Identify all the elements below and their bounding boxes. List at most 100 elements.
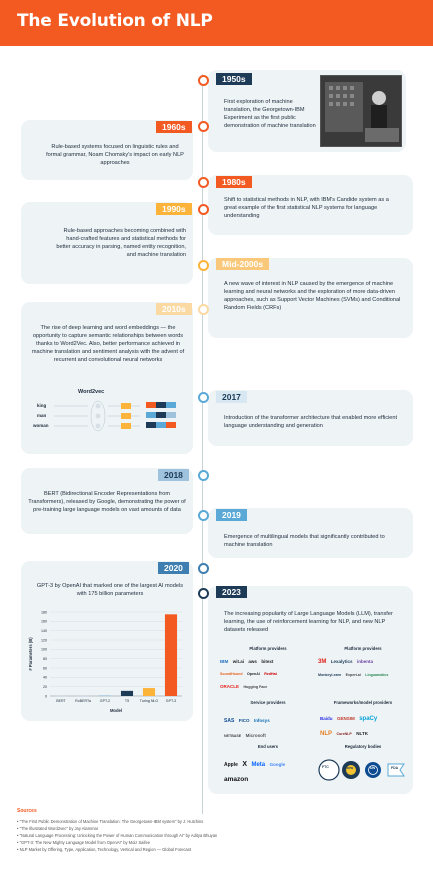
sources-list: • "The First Public Demonstration of Mac… xyxy=(17,818,417,853)
label-2020: 2020 xyxy=(158,562,189,574)
x-tick-label: BERT xyxy=(56,699,66,703)
timeline-dot-1990s xyxy=(198,204,209,215)
group-platform-providers2-title: Platform providers xyxy=(344,646,382,651)
logo-apple: Apple xyxy=(224,762,238,768)
page-title: The Evolution of NLP xyxy=(17,11,213,31)
text-2023: The increasing popularity of Large Langu… xyxy=(224,611,393,633)
bar xyxy=(164,614,178,696)
text-1960s: Rule-based systems focused on linguistic… xyxy=(46,144,184,166)
logo-infosys: Infosys xyxy=(253,718,270,723)
logo-baidu: Baidu xyxy=(320,716,333,721)
source-item: • "The Illustrated Word2vec" by Jay Alam… xyxy=(17,826,99,831)
y-tick-label: 40 xyxy=(43,676,47,680)
logo-openai: OpenAI xyxy=(247,672,260,676)
text-1980s: Shift to statistical methods in NLP, wit… xyxy=(224,197,389,219)
group-platform-providers: IBM wit.ai aws bitext SoundHound OpenAI … xyxy=(220,654,316,692)
logo-fda: FDA xyxy=(391,766,399,770)
text-1990s: Rule-based approaches becoming combined … xyxy=(56,228,186,258)
source-item: • "Natural Language Processing: Unlockin… xyxy=(17,833,218,838)
bar xyxy=(142,688,156,696)
timeline-dot-mid-2000s xyxy=(198,260,209,271)
logo-hugging-face: Hugging Face xyxy=(243,685,268,689)
sources-heading: Sources xyxy=(17,808,37,814)
source-item: • "The First Public Demonstration of Mac… xyxy=(17,819,204,824)
timeline-dot-2010s xyxy=(198,304,209,315)
logo-amazon: amazon xyxy=(224,776,249,783)
logo-3m: 3M xyxy=(318,659,327,665)
group-regulatory xyxy=(318,758,410,782)
timeline-dot-1980s xyxy=(198,177,209,188)
logo-wit-ai: wit.ai xyxy=(232,659,244,664)
group-end-users: Apple X Meta Google amazon xyxy=(224,756,316,786)
timeline-dot-2019 xyxy=(198,510,209,521)
group-regulatory-title: Regulatory bodies xyxy=(344,744,382,749)
parameters-bar-chart: 0 20 40 60 80 100 120 140 160 180 BERT RoBERTa GPT-2… xyxy=(28,610,182,713)
timeline-dot-1950s xyxy=(198,75,209,86)
logo-aws: aws xyxy=(248,659,257,664)
x-tick-label: GPT-2 xyxy=(100,699,110,703)
y-tick-label: 20 xyxy=(43,685,47,689)
y-tick-label: 100 xyxy=(41,648,47,652)
timeline-dot-2020 xyxy=(198,563,209,574)
group-frameworks: Baidu GENSIM spaCy NLP CoreNLP NLTK xyxy=(320,710,410,740)
group-platform-providers-title: Platform providers xyxy=(249,646,287,651)
logo-edpb: EDPB xyxy=(345,766,354,770)
logo-redhat: RedHat xyxy=(264,672,277,676)
y-tick-label: 120 xyxy=(41,638,47,642)
card-2020 xyxy=(21,561,193,721)
label-1950s: 1950s xyxy=(216,73,252,85)
text-1950s: First exploration of machine translation… xyxy=(224,99,316,129)
label-2019: 2019 xyxy=(216,509,247,521)
y-tick-label: 180 xyxy=(41,610,47,614)
source-item: • "GPT-3: The New Mighty Language Model … xyxy=(17,840,151,845)
logo-un: UN xyxy=(370,766,376,770)
text-2020: GPT-3 by OpenAI that marked one of the l… xyxy=(36,583,184,597)
title-bar xyxy=(0,0,433,46)
logo-inbenta: inbenta xyxy=(357,659,374,664)
word2vec-word-king: king xyxy=(37,403,47,408)
text-2018: BERT (Bidirectional Encoder Representati… xyxy=(28,491,186,513)
logo-sas: SAS xyxy=(224,718,235,724)
x-tick-label: T5 xyxy=(125,699,129,703)
card-mid-2000s xyxy=(208,258,413,338)
timeline-dot-1960s xyxy=(198,121,209,132)
logo-netbase: NETBASE xyxy=(224,734,242,738)
logo-lexalytics: Lexalytics xyxy=(330,659,353,664)
logo-bitext: bitext xyxy=(261,659,274,664)
logo-ftc: FTC xyxy=(322,765,329,769)
logo-gensim: GENSIM xyxy=(336,716,355,721)
word2vec-word-woman: woman xyxy=(33,423,49,428)
label-1980s: 1980s xyxy=(216,176,252,188)
label-2017: 2017 xyxy=(216,391,247,403)
logo-linguamatics: Linguamatics xyxy=(365,673,389,677)
logo-monkeylearn: MonkeyLearn xyxy=(318,673,342,677)
word2vec-title: Word2vec xyxy=(78,389,105,395)
bar xyxy=(98,695,112,697)
x-axis-label: Model xyxy=(110,708,122,713)
timeline-dot-2023 xyxy=(198,588,209,599)
group-end-users-title: End users xyxy=(257,744,279,749)
text-2017: Introduction of the transformer architec… xyxy=(224,415,398,429)
text-2019: Emergence of multilingual models that si… xyxy=(224,534,385,548)
group-service-providers-title: Service providers xyxy=(250,700,286,705)
timeline-dot-2018 xyxy=(198,470,209,481)
y-tick-label: 80 xyxy=(43,657,47,661)
logo-corenlp: CoreNLP xyxy=(336,732,352,736)
logo-x: X xyxy=(242,761,248,768)
text-mid-2000s: A new wave of interest in NLP caused by … xyxy=(224,281,401,311)
logo-meta: Meta xyxy=(251,762,266,768)
label-2023: 2023 xyxy=(216,586,247,598)
word2vec-diagram xyxy=(36,398,186,438)
georgetown-ibm-photo xyxy=(320,75,402,147)
logo-google: Google xyxy=(269,762,286,767)
card-1990s xyxy=(21,202,193,284)
group-frameworks-title: Frameworks/model providers xyxy=(333,700,393,705)
group-service-providers: SAS FICO Infosys NETBASE Microsoft xyxy=(224,712,316,742)
logo-oracle: ORACLE xyxy=(220,684,239,689)
card-2010s xyxy=(21,302,193,454)
source-item: • NLP Market by Offering, Type, Applicat… xyxy=(17,847,192,852)
x-tick-label: RoBERTa xyxy=(75,699,91,703)
x-tick-label: GPT-3 xyxy=(166,699,176,703)
y-tick-label: 0 xyxy=(45,694,47,698)
bar xyxy=(120,690,134,696)
